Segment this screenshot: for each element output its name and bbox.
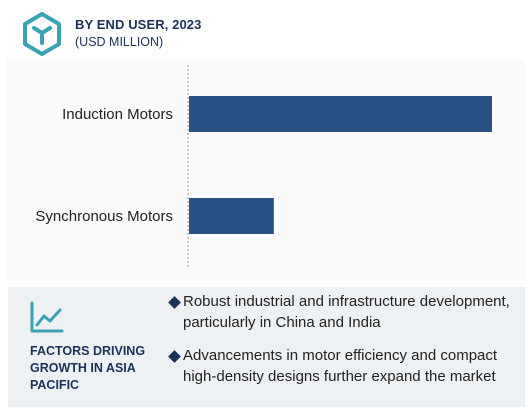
bar-synchronous-motors (189, 198, 274, 234)
factor-bullet: Robust industrial and infrastructure dev… (168, 291, 515, 333)
factors-panel: FACTORS DRIVING GROWTH IN ASIA PACIFIC R… (8, 287, 525, 407)
trend-line-icon (30, 301, 64, 333)
factor-text: Robust industrial and infrastructure dev… (183, 293, 510, 331)
category-label: Synchronous Motors (35, 208, 173, 225)
bar-chart: Induction Motors Synchronous Motors (6, 60, 525, 280)
chart-header: BY END USER, 2023 (USD MILLION) (6, 8, 525, 56)
factor-text: Advancements in motor efficiency and com… (183, 347, 498, 385)
bar-induction-motors (189, 96, 492, 132)
factor-bullet: Advancements in motor efficiency and com… (168, 345, 515, 387)
category-label: Induction Motors (62, 106, 173, 123)
chart-subtitle: (USD MILLION) (75, 35, 164, 49)
hexagon-cube-icon (23, 12, 61, 56)
chart-svg: Induction Motors Synchronous Motors (35, 65, 492, 268)
factors-title: FACTORS DRIVING GROWTH IN ASIA PACIFIC (30, 344, 146, 392)
chart-title: BY END USER, 2023 (75, 17, 202, 32)
